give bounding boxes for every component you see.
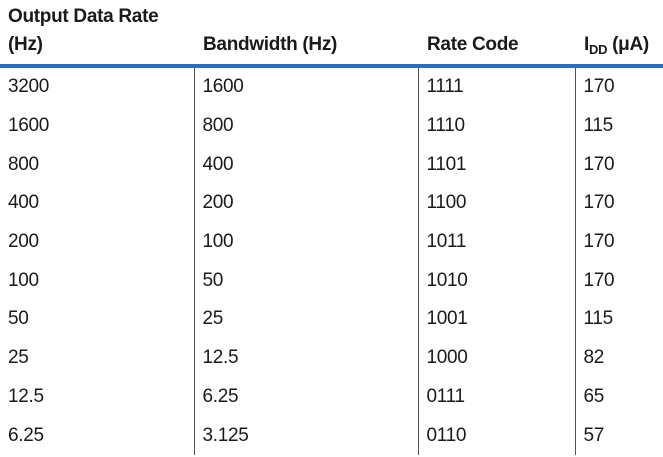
cell-bandwidth: 25: [193, 300, 418, 339]
cell-idd: 170: [574, 261, 663, 301]
cell-idd: 170: [574, 184, 663, 223]
header-idd-unit: (μA): [607, 34, 649, 55]
data-table: 3200 1600 1111 170 1600 800 1110 115 800…: [0, 68, 663, 455]
cell-idd: 115: [574, 106, 663, 146]
cell-idd: 57: [574, 416, 663, 455]
header-idd-main: I: [584, 34, 589, 55]
cell-bandwidth: 6.25: [193, 377, 418, 417]
table-row: 6.25 3.125 0110 57: [0, 416, 663, 455]
table-row: 3200 1600 1111 170: [0, 68, 663, 107]
table-row: 1600 800 1110 115: [0, 106, 663, 146]
cell-bandwidth: 200: [193, 184, 418, 223]
cell-idd: 65: [574, 377, 663, 417]
cell-output-data-rate: 800: [8, 153, 39, 175]
cell-rate-code: 1001: [417, 300, 575, 339]
cell-idd: 170: [574, 145, 663, 185]
cell-bandwidth: 1600: [193, 68, 418, 107]
cell-idd: 82: [574, 338, 663, 378]
cell-rate-code: 1010: [417, 261, 575, 301]
table-row: 400 200 1100 170: [0, 184, 663, 223]
header-output-data-rate: Output Data Rate: [8, 6, 159, 27]
cell-output-data-rate: 50: [8, 308, 29, 330]
cell-output-data-rate: 6.25: [8, 424, 44, 446]
cell-output-data-rate: 25: [8, 347, 29, 369]
header-output-data-rate-unit: (Hz): [8, 34, 43, 55]
cell-bandwidth: 3.125: [193, 416, 418, 455]
cell-output-data-rate: 3200: [8, 76, 50, 98]
cell-bandwidth: 800: [193, 106, 418, 146]
table-row: 25 12.5 1000 82: [0, 338, 663, 378]
table-body: 3200 1600 1111 170 1600 800 1110 115 800…: [0, 68, 663, 455]
cell-rate-code: 1111: [417, 68, 575, 107]
header-bandwidth: Bandwidth (Hz): [203, 34, 338, 55]
cell-bandwidth: 400: [193, 145, 418, 185]
table-row: 12.5 6.25 0111 65: [0, 377, 663, 417]
table-row: 800 400 1101 170: [0, 145, 663, 185]
cell-bandwidth: 100: [193, 222, 418, 262]
table-row: 100 50 1010 170: [0, 261, 663, 301]
cell-idd: 115: [574, 300, 663, 339]
header-rate-code: Rate Code: [427, 34, 519, 55]
header-idd-subscript: DD: [588, 42, 608, 57]
cell-output-data-rate: 200: [8, 231, 39, 253]
header-idd: IDD (μA): [584, 34, 649, 57]
cell-rate-code: 0110: [417, 416, 575, 455]
table-row: 50 25 1001 115: [0, 300, 663, 339]
cell-output-data-rate: 400: [8, 192, 39, 214]
table-row: 200 100 1011 170: [0, 222, 663, 262]
cell-rate-code: 1011: [417, 222, 575, 262]
cell-output-data-rate: 1600: [8, 115, 50, 137]
cell-idd: 170: [574, 68, 663, 107]
cell-rate-code: 1101: [417, 145, 575, 185]
cell-output-data-rate: 12.5: [8, 385, 44, 407]
cell-bandwidth: 50: [193, 261, 418, 301]
cell-idd: 170: [574, 222, 663, 262]
header-rule: [0, 64, 663, 68]
cell-rate-code: 0111: [417, 377, 575, 417]
cell-rate-code: 1000: [417, 338, 575, 378]
cell-output-data-rate: 100: [8, 269, 39, 291]
cell-bandwidth: 12.5: [193, 338, 418, 378]
cell-rate-code: 1100: [417, 184, 575, 223]
cell-rate-code: 1110: [417, 106, 575, 146]
table-header: Output Data Rate (Hz) Bandwidth (Hz) Rat…: [0, 0, 663, 64]
